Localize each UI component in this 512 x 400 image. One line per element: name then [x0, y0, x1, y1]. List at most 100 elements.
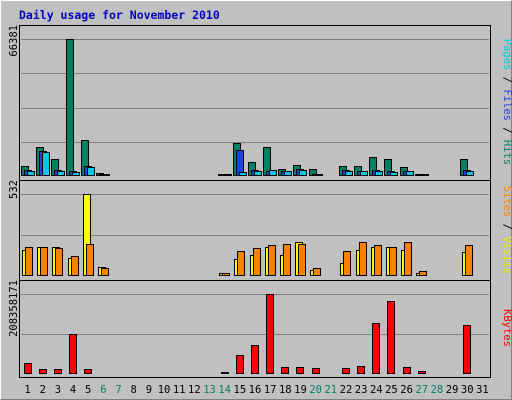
x-tick-label: 6 — [100, 384, 106, 396]
x-tick-label: 18 — [279, 384, 292, 396]
bar-pages-20 — [315, 174, 323, 176]
x-tick-label: 20 — [309, 384, 322, 396]
bar-sites-22 — [343, 251, 351, 276]
bar-pages-6 — [102, 174, 110, 176]
bar-kbytes-15 — [236, 355, 244, 374]
legend-part: Files — [501, 89, 512, 121]
x-tick-label: 16 — [249, 384, 262, 396]
bar-kbytes-18 — [281, 367, 289, 374]
bar-sites-6 — [101, 268, 109, 276]
bar-kbytes-5 — [84, 369, 92, 374]
x-tick-label: 29 — [446, 384, 459, 396]
bar-pages-17 — [269, 170, 277, 176]
bar-pages-24 — [375, 171, 383, 176]
x-tick-label: 8 — [131, 384, 137, 396]
bar-sites-17 — [268, 245, 276, 276]
bar-sites-16 — [253, 248, 261, 276]
bar-files-15 — [236, 150, 244, 176]
bar-sites-27 — [419, 271, 427, 276]
bar-kbytes-16 — [251, 345, 259, 374]
bar-hits-4 — [66, 39, 74, 176]
bar-kbytes-3 — [54, 369, 62, 374]
bar-sites-14 — [222, 273, 230, 276]
x-tick-label: 13 — [203, 384, 216, 396]
bar-pages-3 — [57, 171, 65, 176]
legend-part: Hits — [501, 140, 512, 165]
legend-part: Visits — [501, 236, 512, 274]
bar-sites-2 — [40, 247, 48, 276]
legend-visits: Sites / Visits — [501, 186, 512, 275]
x-tick-label: 7 — [115, 384, 121, 396]
bar-sites-5 — [86, 244, 94, 276]
bar-pages-18 — [284, 171, 292, 176]
chart-title: Daily usage for November 2010 — [19, 8, 220, 22]
panel-visits: 532 Sites / Visits — [8, 180, 512, 276]
bar-sites-23 — [359, 242, 367, 276]
x-tick-label: 2 — [40, 384, 46, 396]
bar-kbytes-25 — [387, 301, 395, 374]
x-axis-labels: 1 2 3 4 5 6 7 8 9 10 11 12 13 14 15 16 17 18 19 20 21 22 23 24 2… — [24, 384, 488, 396]
x-tick-label: 1 — [24, 384, 30, 396]
bar-kbytes-20 — [312, 368, 320, 374]
x-tick-label: 4 — [70, 384, 76, 396]
bar-pages-23 — [360, 171, 368, 176]
x-tick-label: 22 — [340, 384, 353, 396]
bar-pages-22 — [345, 171, 353, 176]
x-tick-label: 28 — [431, 384, 444, 396]
bar-pages-1 — [27, 171, 35, 176]
bar-kbytes-27 — [418, 371, 426, 374]
bar-kbytes-19 — [296, 367, 304, 374]
chart-panels: 66381 Pages / Files / Hits 532 Sites / Visi… — [8, 25, 512, 374]
bar-kbytes-22 — [342, 368, 350, 374]
x-tick-label: 10 — [158, 384, 171, 396]
y-max-label-hits: 66381 — [8, 25, 20, 57]
legend-kbytes: KBytes — [501, 309, 512, 347]
legend-part: Sites — [501, 186, 512, 218]
x-tick-label: 27 — [415, 384, 428, 396]
bar-kbytes-23 — [357, 366, 365, 374]
x-tick-label: 14 — [218, 384, 231, 396]
bar-pages-26 — [406, 171, 414, 176]
legend-hits: Pages / Files / Hits — [501, 39, 512, 165]
bar-pages-25 — [390, 172, 398, 176]
x-tick-label: 5 — [85, 384, 91, 396]
bar-pages-2 — [42, 152, 50, 176]
bar-sites-26 — [404, 242, 412, 276]
legend-part: Pages — [501, 39, 512, 71]
legend-part: / — [501, 121, 512, 140]
bar-sites-24 — [374, 245, 382, 276]
bar-pages-27 — [421, 174, 429, 176]
bar-pages-30 — [466, 171, 474, 176]
x-tick-label: 23 — [355, 384, 368, 396]
bar-pages-16 — [254, 171, 262, 176]
bar-sites-25 — [389, 247, 397, 276]
bar-kbytes-24 — [372, 323, 380, 374]
x-tick-label: 17 — [264, 384, 277, 396]
bar-sites-18 — [283, 244, 291, 276]
bar-kbytes-14 — [221, 372, 229, 374]
bar-sites-30 — [465, 245, 473, 276]
legend-part: / — [501, 217, 512, 236]
bar-sites-19 — [298, 244, 306, 276]
x-tick-label: 19 — [294, 384, 307, 396]
bar-pages-5 — [87, 167, 95, 176]
bar-sites-1 — [25, 247, 33, 276]
bar-pages-19 — [299, 170, 307, 176]
x-tick-label: 21 — [324, 384, 337, 396]
y-max-label-visits: 532 — [8, 180, 20, 199]
bar-sites-15 — [237, 251, 245, 276]
bar-kbytes-1 — [24, 363, 32, 374]
legend-part: KBytes — [501, 309, 512, 347]
bar-kbytes-17 — [266, 294, 274, 374]
x-tick-label: 15 — [234, 384, 247, 396]
bar-sites-20 — [313, 268, 321, 276]
x-tick-label: 9 — [146, 384, 152, 396]
bar-kbytes-2 — [39, 369, 47, 374]
x-tick-label: 26 — [400, 384, 413, 396]
bar-pages-15 — [239, 172, 247, 176]
panel-hits: 66381 Pages / Files / Hits — [8, 25, 512, 176]
bar-kbytes-26 — [403, 367, 411, 374]
bar-sites-3 — [55, 248, 63, 276]
